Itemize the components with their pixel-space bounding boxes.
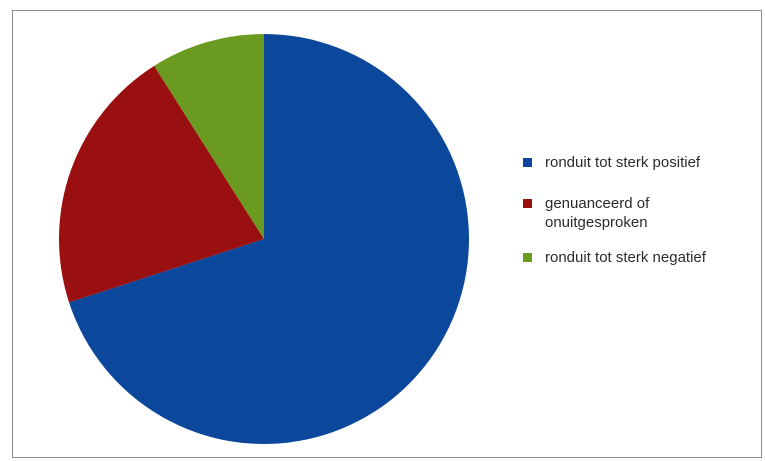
legend-label-negative: ronduit tot sterk negatief: [545, 249, 706, 266]
legend-swatch-negative: [523, 253, 532, 262]
pie-slice-negative: [154, 34, 264, 239]
pie-chart: [58, 34, 469, 444]
chart-frame: ronduit tot sterk positief genuanceerd o…: [12, 10, 762, 458]
legend-item-positive: ronduit tot sterk positief: [523, 153, 763, 172]
legend-swatch-positive: [523, 158, 532, 167]
pie-slice-positive: [69, 34, 469, 444]
pie-slice-neutral: [58, 65, 264, 303]
legend-label-positive: ronduit tot sterk positief: [545, 154, 701, 171]
legend-item-negative: ronduit tot sterk negatief: [523, 248, 763, 267]
pie-slices: [58, 34, 469, 444]
legend: ronduit tot sterk positief genuanceerd o…: [523, 153, 763, 289]
legend-label-neutral-line2: onuitgesproken: [545, 214, 648, 231]
legend-swatch-neutral: [523, 199, 532, 208]
legend-label-neutral-line1: genuanceerd of: [545, 195, 650, 212]
legend-item-neutral: genuanceerd of onuitgesproken: [523, 194, 763, 232]
